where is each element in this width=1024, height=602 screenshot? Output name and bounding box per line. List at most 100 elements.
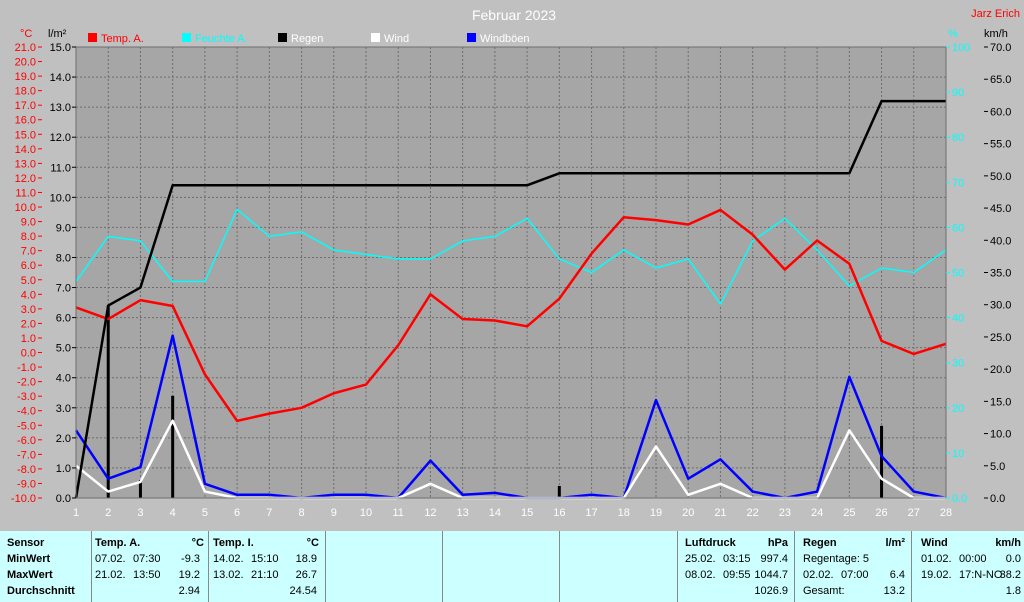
x-tick-label: 9: [331, 507, 337, 519]
temp-tick-label: 21.0: [15, 42, 36, 54]
legend-label: Feuchte A.: [195, 33, 248, 45]
wind-min-date: 01.02.: [921, 553, 952, 565]
temp-tick-label: -5.0: [17, 420, 36, 432]
wind-tick-label: 65.0: [990, 74, 1011, 86]
regen-regentage: Regentage: 5: [803, 553, 870, 565]
humidity-tick-label: 60: [952, 222, 964, 234]
temp-tick-label: 13.0: [15, 158, 36, 170]
x-tick-label: 17: [585, 507, 597, 519]
temp-tick-label: 9.0: [21, 217, 36, 229]
rain-daily-bars: [106, 305, 884, 498]
rain-unit-label: l/m²: [48, 28, 67, 40]
humidity-tick-label: 70: [952, 177, 964, 189]
humidity-tick-label: 50: [952, 268, 964, 280]
temp-tick-label: 6.0: [21, 260, 36, 272]
rain-tick-label: 0.0: [56, 493, 71, 505]
humidity-tick-label: 90: [952, 87, 964, 99]
temp-tick-label: 3.0: [21, 304, 36, 316]
humidity-tick-label: 20: [952, 403, 964, 415]
row-label-max: MaxWert: [7, 569, 53, 581]
temp-tick-label: 0.0: [21, 348, 36, 360]
temp-tick-label: 10.0: [15, 202, 36, 214]
temp-tick-label: 14.0: [15, 144, 36, 156]
luftdruck-min-value: 997.4: [760, 553, 788, 565]
temp-i-min-time: 15:10: [251, 553, 279, 565]
author-label: Jarz Erich: [971, 8, 1020, 20]
summary-regen-column: Regen l/m² Regentage: 5 02.02. 07:00 6.4 Ge…: [794, 531, 911, 602]
wind-tick-label: 50.0: [990, 171, 1011, 183]
humidity-tick-label: 0.0: [952, 493, 967, 505]
temp-a-title: Temp. A.: [95, 537, 141, 549]
humidity-tick-label: 100: [952, 42, 970, 54]
x-tick-label: 20: [682, 507, 694, 519]
wind-tick-label: 25.0: [990, 332, 1011, 344]
temp-tick-label: -6.0: [17, 435, 36, 447]
temp-tick-label: 4.0: [21, 289, 36, 301]
x-tick-label: 11: [393, 507, 404, 519]
summary-empty-column-2: [442, 531, 559, 602]
luftdruck-unit: hPa: [767, 537, 788, 549]
rain-tick-label: 8.0: [56, 252, 71, 264]
temp-tick-label: 16.0: [15, 115, 36, 127]
temp-tick-label: -8.0: [17, 464, 36, 476]
temp-tick-label: -1.0: [17, 362, 36, 374]
temp-i-max-time: 21:10: [251, 569, 279, 581]
wind-tick-label: 35.0: [990, 268, 1011, 280]
humidity-unit-label: %: [948, 28, 958, 40]
series-line-windböen: [74, 334, 947, 500]
rain-tick-label: 4.0: [56, 373, 71, 385]
humidity-tick-label: 80: [952, 132, 964, 144]
sensor-title: Sensor: [7, 537, 45, 549]
rain-day-bar: [106, 305, 110, 498]
temp-i-min-date: 14.02.: [213, 553, 244, 565]
wind-tick-label: 5.0: [990, 461, 1005, 473]
temp-i-min-value: 18.9: [295, 553, 317, 565]
wind-max-date: 19.02.: [921, 569, 952, 581]
wind-tick-label: 60.0: [990, 106, 1011, 118]
wind-unit-label: km/h: [984, 28, 1008, 40]
wind-tick-label: 45.0: [990, 203, 1011, 215]
x-tick-label: 1: [73, 507, 79, 519]
rain-tick-label: 12.0: [50, 132, 71, 144]
rain-tick-label: 1.0: [56, 463, 71, 475]
temp-tick-label: -4.0: [17, 406, 36, 418]
regen-max-time: 07:00: [841, 569, 869, 581]
temp-tick-label: 2.0: [21, 318, 36, 330]
temp-tick-label: 19.0: [15, 71, 36, 83]
wind-tick-label: 40.0: [990, 235, 1011, 247]
wind-avg-value: 1.8: [1005, 585, 1021, 597]
temp-tick-label: 8.0: [21, 231, 36, 243]
legend-swatch: [182, 33, 191, 42]
rain-tick-label: 5.0: [56, 343, 71, 355]
rain-tick-label: 11.0: [50, 162, 71, 174]
temp-tick-label: 5.0: [21, 275, 36, 287]
legend-label: Windböen: [480, 33, 530, 45]
rain-tick-label: 15.0: [50, 42, 71, 54]
x-tick-label: 5: [202, 507, 208, 519]
wind-tick-label: 0.0: [990, 493, 1005, 505]
luftdruck-avg-value: 1026.9: [754, 585, 788, 597]
humidity-tick-label: 10: [952, 448, 964, 460]
x-tick-label: 14: [489, 507, 501, 519]
temp-i-title: Temp. I.: [213, 537, 254, 549]
summary-table: Sensor MinWert MaxWert Durchschnitt Temp…: [0, 531, 1024, 602]
temp-i-avg-value: 24.54: [289, 585, 317, 597]
rain-tick-label: 10.0: [50, 192, 71, 204]
luftdruck-max-value: 1044.7: [754, 569, 788, 581]
temp-a-min-date: 07.02.: [95, 553, 126, 565]
temp-i-max-date: 13.02.: [213, 569, 244, 581]
temp-a-avg-value: 2.94: [178, 585, 200, 597]
rain-day-bar: [880, 425, 884, 498]
temp-i-max-value: 26.7: [295, 569, 317, 581]
wind-tick-label: 20.0: [990, 364, 1011, 376]
x-tick-label: 12: [424, 507, 436, 519]
x-tick-label: 6: [234, 507, 240, 519]
legend-label: Wind: [384, 33, 409, 45]
temp-a-max-time: 13:50: [133, 569, 161, 581]
wind-tick-label: 70.0: [990, 42, 1011, 54]
temp-a-max-value: 19.2: [178, 569, 200, 581]
wind-min-value: 0.0: [1005, 553, 1021, 565]
x-tick-label: 10: [360, 507, 372, 519]
temp-i-unit: °C: [306, 537, 319, 549]
temp-a-unit: °C: [191, 537, 204, 549]
